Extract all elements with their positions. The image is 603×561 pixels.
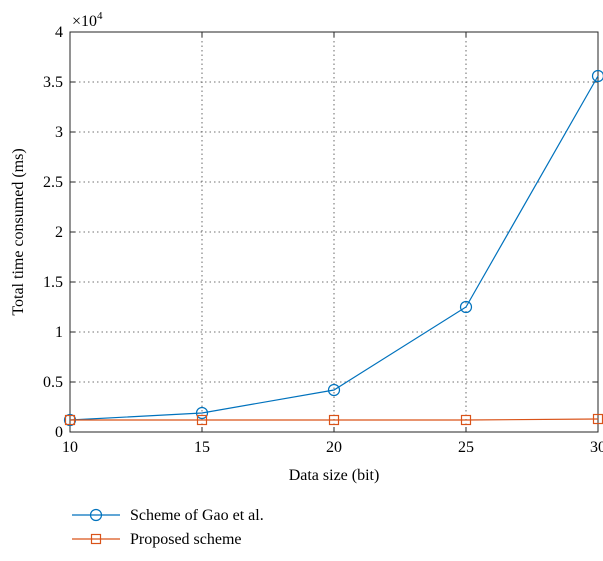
x-tick-label: 20	[326, 439, 342, 456]
x-tick-label: 25	[458, 439, 474, 456]
grid-layer	[70, 32, 598, 432]
ticks-layer: 10 15 20 25 30 0 0.5 1 1.5 2 2.5 3 3.5 4	[43, 24, 603, 456]
y-tick-label: 4	[55, 24, 63, 41]
y-scale-factor: ×104	[72, 10, 103, 30]
legend: Scheme of Gao et al. Proposed scheme	[72, 507, 264, 548]
legend-label: Proposed scheme	[130, 531, 242, 548]
x-axis-label: Data size (bit)	[289, 467, 380, 484]
y-scale-factor-exponent: 4	[97, 10, 103, 22]
y-tick-label: 3.5	[43, 74, 63, 91]
y-tick-label: 0	[55, 424, 63, 441]
y-tick-label: 1	[55, 324, 63, 341]
x-tick-label: 15	[194, 439, 210, 456]
y-scale-factor-base: ×10	[72, 13, 97, 30]
y-tick-label: 1.5	[43, 274, 63, 291]
y-tick-label: 0.5	[43, 374, 63, 391]
x-tick-label: 30	[590, 439, 603, 456]
y-axis-label: Total time consumed (ms)	[10, 148, 27, 315]
legend-label: Scheme of Gao et al.	[130, 507, 264, 524]
y-tick-label: 3	[55, 124, 63, 141]
legend-entry-1: Scheme of Gao et al.	[72, 507, 264, 524]
y-tick-label: 2.5	[43, 174, 63, 191]
x-tick-label: 10	[62, 439, 78, 456]
legend-entry-2: Proposed scheme	[72, 531, 242, 548]
y-tick-label: 2	[55, 224, 63, 241]
